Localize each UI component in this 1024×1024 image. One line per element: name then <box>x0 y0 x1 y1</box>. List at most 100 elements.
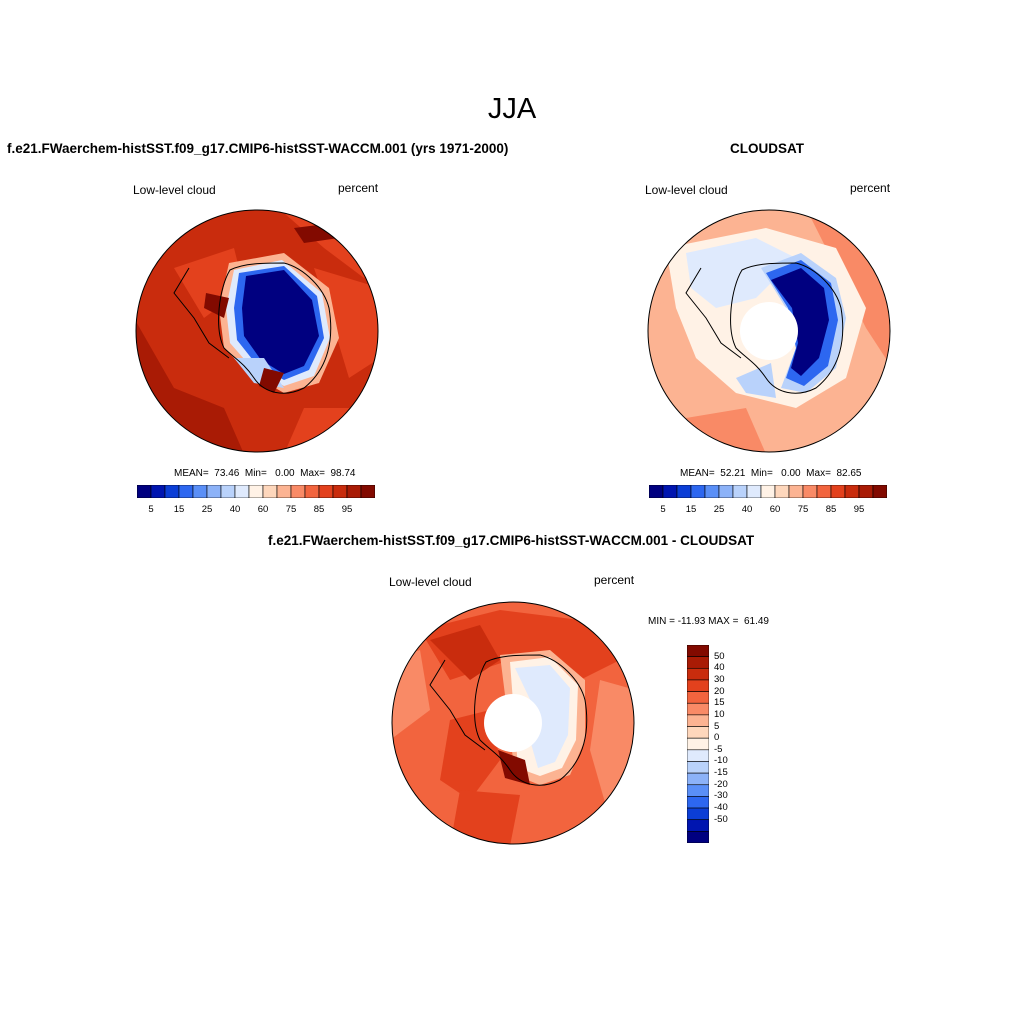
figure-title: JJA <box>487 93 537 125</box>
model-stats: MEAN= 73.46 Min= 0.00 Max= 98.74 <box>174 468 356 479</box>
colorbar-tick-label: 15 <box>685 504 697 515</box>
colorbar-tick-label: 15 <box>173 504 185 515</box>
colorbar-box <box>150 485 166 498</box>
colorbar-box <box>687 819 709 832</box>
colorbar-tick-label: 85 <box>313 504 325 515</box>
colorbar-box <box>718 485 734 498</box>
colorbar-box <box>746 485 762 498</box>
colorbar-tick-label: 25 <box>201 504 213 515</box>
colorbar-box <box>248 485 264 498</box>
colorbar-tick-label: -40 <box>714 802 728 814</box>
colorbar-box <box>220 485 236 498</box>
colorbar-tick-label: 75 <box>797 504 809 515</box>
colorbar-box <box>687 831 709 843</box>
diff-stats: MIN = -11.93 MAX = 61.49 <box>648 616 769 627</box>
colorbar-tick-label: 5 <box>148 504 154 515</box>
model-colorbar-boxes <box>137 485 375 498</box>
model-colorbar-ticks: 5 15 25 40 60 75 85 95 <box>137 504 375 518</box>
colorbar-tick-label: -30 <box>714 790 728 802</box>
colorbar-box <box>774 485 790 498</box>
colorbar-box <box>816 485 832 498</box>
colorbar-box <box>690 485 706 498</box>
model-polar-map <box>135 209 379 453</box>
colorbar-box <box>802 485 818 498</box>
colorbar-box <box>687 679 709 692</box>
model-colorbar <box>137 485 375 498</box>
obs-polar-map <box>647 209 891 453</box>
colorbar-tick-label: 30 <box>714 673 725 685</box>
colorbar-box <box>290 485 306 498</box>
diff-variable-label: Low-level cloud <box>389 575 472 589</box>
diff-units-label: percent <box>594 573 635 587</box>
colorbar-tick-label: 40 <box>741 504 753 515</box>
colorbar-box <box>178 485 194 498</box>
colorbar-box <box>704 485 720 498</box>
colorbar-tick-label: 25 <box>713 504 725 515</box>
colorbar-box <box>662 485 678 498</box>
colorbar-tick-label: -5 <box>714 743 723 755</box>
colorbar-box <box>687 761 709 774</box>
obs-colorbar <box>649 485 887 498</box>
colorbar-tick-label: -20 <box>714 778 728 790</box>
colorbar-box <box>687 702 709 716</box>
colorbar-tick-label: 95 <box>853 504 865 515</box>
colorbar-box <box>732 485 748 498</box>
colorbar-tick-label: -50 <box>714 813 728 825</box>
colorbar-tick-label: 85 <box>825 504 837 515</box>
diff-panel-title: f.e21.FWaerchem-histSST.f09_g17.CMIP6-hi… <box>268 533 755 548</box>
obs-units-label: percent <box>850 181 891 195</box>
colorbar-box <box>858 485 874 498</box>
colorbar-box <box>318 485 334 498</box>
colorbar-box <box>687 726 709 739</box>
colorbar-box <box>788 485 804 498</box>
colorbar-box <box>687 645 709 657</box>
model-panel-title: f.e21.FWaerchem-histSST.f09_g17.CMIP6-hi… <box>7 141 509 156</box>
model-variable-label: Low-level cloud <box>133 183 216 197</box>
colorbar-box <box>360 485 375 498</box>
colorbar-box <box>262 485 278 498</box>
obs-stats: MEAN= 52.21 Min= 0.00 Max= 82.65 <box>680 468 862 479</box>
colorbar-box <box>687 807 709 821</box>
colorbar-box <box>346 485 362 498</box>
colorbar-box <box>687 714 709 727</box>
colorbar-box <box>164 485 180 498</box>
colorbar-tick-label: -10 <box>714 755 728 767</box>
colorbar-tick-label: 10 <box>714 708 725 720</box>
colorbar-box <box>206 485 222 498</box>
colorbar-box <box>649 485 664 498</box>
colorbar-box <box>687 691 709 704</box>
model-units-label: percent <box>338 181 379 195</box>
colorbar-box <box>830 485 846 498</box>
colorbar-tick-label: 0 <box>714 732 720 744</box>
colorbar-box <box>234 485 250 498</box>
colorbar-box <box>687 737 709 751</box>
colorbar-box <box>687 796 709 809</box>
colorbar-box <box>687 656 709 669</box>
diff-colorbar <box>687 645 709 843</box>
colorbar-box <box>332 485 348 498</box>
colorbar-box <box>687 749 709 762</box>
obs-colorbar-boxes <box>649 485 887 498</box>
colorbar-box <box>676 485 692 498</box>
colorbar-tick-label: 60 <box>769 504 781 515</box>
colorbar-tick-label: 40 <box>229 504 241 515</box>
colorbar-tick-label: 15 <box>714 697 725 709</box>
colorbar-tick-label: 60 <box>257 504 269 515</box>
colorbar-box <box>760 485 776 498</box>
colorbar-tick-label: 5 <box>660 504 666 515</box>
colorbar-box <box>687 667 709 681</box>
obs-panel-title: CLOUDSAT <box>730 141 804 156</box>
colorbar-box <box>872 485 887 498</box>
diff-colorbar-boxes <box>687 645 709 843</box>
colorbar-box <box>687 772 709 786</box>
colorbar-box <box>137 485 152 498</box>
colorbar-box <box>844 485 860 498</box>
colorbar-tick-label: 95 <box>341 504 353 515</box>
colorbar-tick-label: 40 <box>714 662 725 674</box>
colorbar-box <box>192 485 208 498</box>
colorbar-box <box>687 784 709 797</box>
colorbar-tick-label: -15 <box>714 767 728 779</box>
obs-variable-label: Low-level cloud <box>645 183 728 197</box>
colorbar-box <box>276 485 292 498</box>
colorbar-box <box>304 485 320 498</box>
